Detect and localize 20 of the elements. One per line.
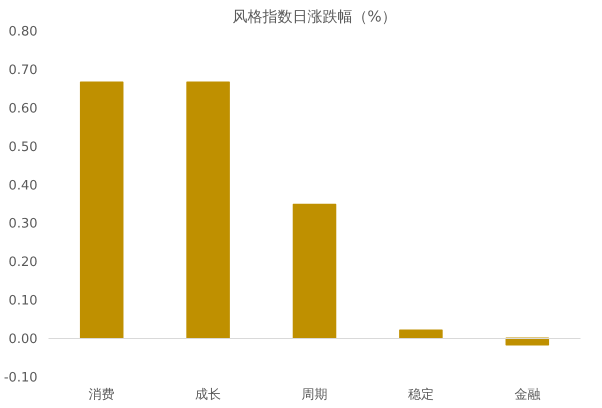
x-tick-label: 消费 [88, 388, 115, 402]
y-tick-label: 0.20 [8, 255, 38, 270]
y-tick-label: 0.30 [8, 216, 38, 232]
x-tick-label: 金融 [514, 388, 540, 402]
bar [80, 82, 124, 339]
y-tick-label: 0.00 [8, 332, 38, 348]
y-tick-label: 0.80 [8, 24, 38, 40]
y-tick-label: 0.10 [8, 294, 38, 309]
x-tick-label: 稳定 [408, 388, 434, 402]
y-tick-label: 0.70 [8, 62, 38, 78]
x-tick-label: 周期 [302, 388, 328, 402]
chart-title: 风格指数日涨跌幅（%） [232, 8, 397, 26]
bar [292, 204, 336, 339]
x-tick-label: 成长 [195, 388, 222, 402]
y-tick-label: 0.50 [8, 140, 38, 155]
y-tick-label: 0.60 [8, 101, 38, 116]
y-tick-label: 0.40 [8, 178, 38, 194]
bar [399, 329, 443, 339]
y-tick-label: -0.10 [4, 370, 38, 386]
bar [186, 82, 230, 339]
